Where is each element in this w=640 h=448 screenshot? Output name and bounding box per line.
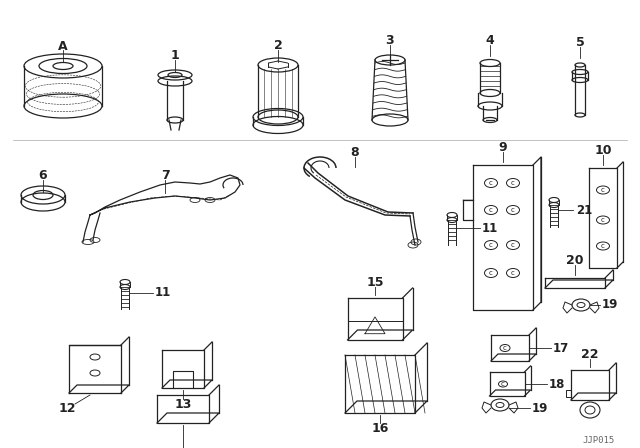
Text: 9: 9 <box>499 141 508 154</box>
Text: 20: 20 <box>566 254 584 267</box>
Text: 1: 1 <box>171 48 179 61</box>
Text: 19: 19 <box>602 298 618 311</box>
Text: 7: 7 <box>161 168 170 181</box>
Text: 4: 4 <box>486 34 494 47</box>
Text: c: c <box>511 242 515 248</box>
Text: c: c <box>489 207 493 213</box>
Text: c: c <box>601 243 605 249</box>
Text: 5: 5 <box>575 35 584 48</box>
Text: c: c <box>501 381 505 387</box>
Text: c: c <box>503 345 507 351</box>
Text: 11: 11 <box>155 287 172 300</box>
Text: 6: 6 <box>38 168 47 181</box>
Text: c: c <box>489 242 493 248</box>
Text: 17: 17 <box>553 341 569 354</box>
Text: 21: 21 <box>576 203 592 216</box>
Text: c: c <box>511 207 515 213</box>
Text: 11: 11 <box>482 221 499 234</box>
Text: c: c <box>489 180 493 186</box>
Text: 12: 12 <box>58 402 76 415</box>
Text: c: c <box>601 217 605 223</box>
Text: 13: 13 <box>174 397 192 410</box>
Text: 8: 8 <box>351 146 359 159</box>
Text: c: c <box>511 180 515 186</box>
Text: 18: 18 <box>548 378 565 391</box>
Text: 2: 2 <box>274 39 282 52</box>
Text: c: c <box>601 187 605 193</box>
Text: c: c <box>511 270 515 276</box>
Text: 19: 19 <box>532 401 548 414</box>
Text: 22: 22 <box>581 348 599 361</box>
Text: 15: 15 <box>366 276 384 289</box>
Text: 3: 3 <box>386 34 394 47</box>
Text: 10: 10 <box>595 143 612 156</box>
Text: c: c <box>489 270 493 276</box>
Text: 16: 16 <box>371 422 388 435</box>
Text: A: A <box>58 39 68 52</box>
Text: JJP015: JJP015 <box>583 435 615 444</box>
